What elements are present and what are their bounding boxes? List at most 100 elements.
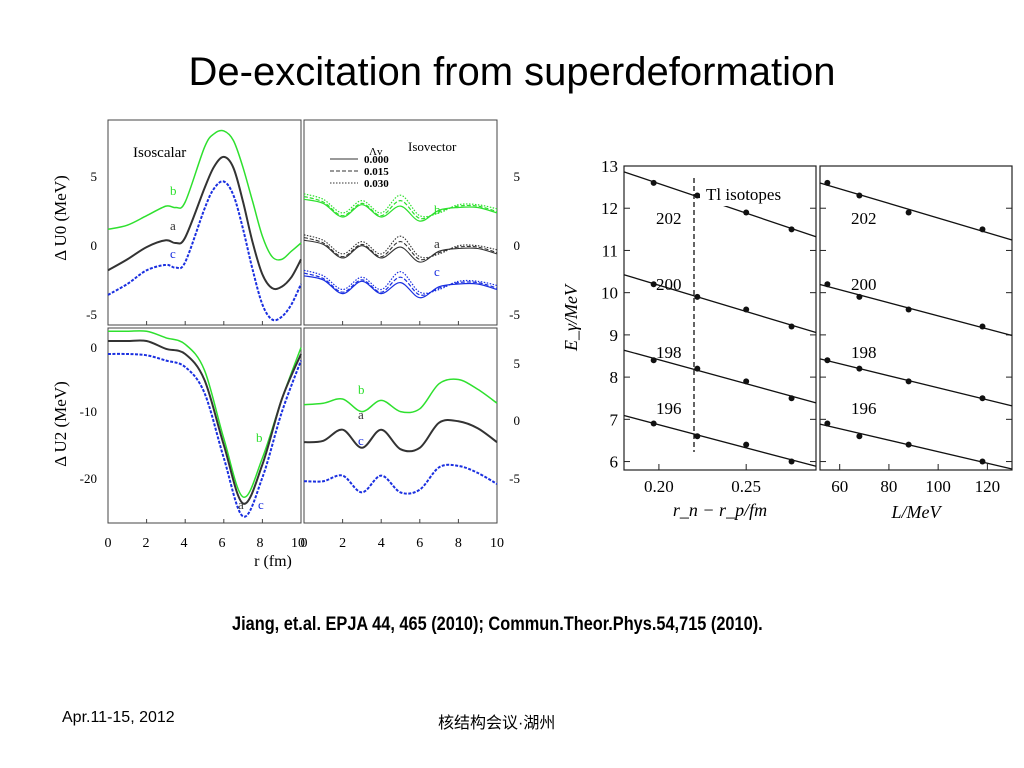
x-axis-label: L/MeV <box>891 502 943 522</box>
legend-entry: 0.015 <box>364 166 389 178</box>
x-tick-label: 2 <box>143 536 150 551</box>
series-line-0_000 <box>303 239 498 263</box>
y-tick-label: 0 <box>91 340 98 355</box>
data-point <box>694 192 701 199</box>
x-tick-label: 6 <box>416 536 423 551</box>
y-axis-label-u2: Δ U2 (MeV) <box>51 381 70 467</box>
data-point <box>979 395 986 402</box>
x-tick-label: 8 <box>455 536 462 551</box>
series-line-c <box>107 180 302 322</box>
legend-title: Λv <box>369 146 383 158</box>
curve-label-a: a <box>434 236 440 251</box>
series-line-0_015 <box>303 236 498 261</box>
panel-0 <box>107 119 302 326</box>
isotope-label: 198 <box>851 343 877 362</box>
egamma-panel-1: 60 80 100 120 202 200 198 196 <box>819 165 1013 496</box>
y-tick-label: 0 <box>91 238 98 253</box>
x-axis-label: r (fm) <box>254 553 292 570</box>
data-point <box>905 209 912 216</box>
data-point <box>788 226 795 233</box>
data-point <box>979 226 986 233</box>
series-line-a <box>303 419 498 453</box>
isoscalar-label: Isoscalar <box>133 145 186 161</box>
isovector-label: Isovector <box>408 139 457 154</box>
isotope-label: 200 <box>851 275 877 294</box>
footer-date: Apr.11-15, 2012 <box>62 709 175 726</box>
egamma-panel-0: 0.20 0.25 202 200 198 196 <box>623 165 817 496</box>
curve-label-b: b <box>256 430 263 445</box>
x-axis-label: r_n − r_p/fm <box>673 500 767 520</box>
data-point <box>824 357 831 364</box>
data-point <box>694 433 701 440</box>
x-tick-label: 4 <box>378 536 385 551</box>
x-tick-label: 0.25 <box>731 477 761 496</box>
x-tick-label: 0.20 <box>644 477 674 496</box>
series-line-a <box>107 155 302 291</box>
data-point <box>856 433 863 440</box>
citation: Jiang, et.al. EPJA 44, 465 (2010); Commu… <box>232 614 763 635</box>
data-point <box>694 365 701 372</box>
data-point <box>824 281 831 288</box>
y-tick-label: 5 <box>91 169 98 184</box>
series-line-c <box>107 352 302 518</box>
x-tick-label: 80 <box>880 477 897 496</box>
x-tick-label: 8 <box>257 536 264 551</box>
data-point <box>979 323 986 330</box>
isotope-label: 202 <box>851 209 877 228</box>
y-tick-label: 11 <box>602 241 618 260</box>
series-line-0_030 <box>303 234 498 259</box>
data-point <box>650 357 657 364</box>
curve-label-c: c <box>434 264 440 279</box>
y-tick-label: 8 <box>610 368 619 387</box>
data-point <box>694 293 701 300</box>
y-axis-label: E_γ/MeV <box>561 283 581 352</box>
annotation-tl-isotopes: Tl isotopes <box>706 185 781 204</box>
isotope-label: 202 <box>656 209 682 228</box>
series-line-c <box>303 463 498 495</box>
panel-3 <box>303 327 498 524</box>
y-tick-label: 12 <box>601 199 618 218</box>
curve-label-a: a <box>238 497 244 512</box>
isovector-band-c <box>303 269 498 294</box>
data-point <box>824 420 831 427</box>
y-tick-label: -20 <box>80 471 97 486</box>
panel-1 <box>303 119 498 326</box>
isotope-label: 200 <box>656 275 682 294</box>
potential-figure: 0 0 2 2 4 4 6 6 8 8 10 10 r (fm) 5 0 -5 5 0 -5 0 -10 -20 5 0 -5 Δ… <box>51 119 521 570</box>
curve-label-a: a <box>170 218 176 233</box>
isovector-band-c <box>303 272 498 296</box>
data-point <box>905 441 912 448</box>
data-point <box>788 458 795 465</box>
y-tick-label: 10 <box>601 284 618 303</box>
y-tick-label: -5 <box>86 307 97 322</box>
curve-label-b: b <box>358 382 365 397</box>
isovector-band-b <box>303 198 498 222</box>
x-tick-label: 10 <box>291 536 305 551</box>
x-tick-label: 60 <box>831 477 848 496</box>
x-tick-label: 10 <box>490 536 504 551</box>
data-point <box>824 179 831 186</box>
x-tick-label: 6 <box>219 536 226 551</box>
y-tick-label: 0 <box>514 238 521 253</box>
isovector-band-b <box>303 195 498 220</box>
panel-frame <box>623 165 817 471</box>
panel-frame <box>303 327 498 524</box>
gamma-energy-figure: 0.20 0.25 202 200 198 196 60 80 100 120 202 200 198 1… <box>561 157 1013 522</box>
series-line-a <box>107 339 302 505</box>
data-point <box>979 458 986 465</box>
y-axis-label-u0: Δ U0 (MeV) <box>51 175 70 261</box>
legend-entry: 0.030 <box>364 178 389 190</box>
y-tick-label: 13 <box>601 157 618 176</box>
data-point <box>650 281 657 288</box>
y-tick-label: 9 <box>610 326 619 345</box>
isotope-label: 196 <box>851 399 877 418</box>
data-point <box>743 378 750 385</box>
y-tick-label: 6 <box>610 453 619 472</box>
data-point <box>788 323 795 330</box>
y-tick-label: 7 <box>610 410 619 429</box>
data-point <box>743 306 750 313</box>
series-line-b <box>108 330 302 498</box>
x-tick-label: 2 <box>339 536 346 551</box>
y-tick-label: -5 <box>509 307 520 322</box>
